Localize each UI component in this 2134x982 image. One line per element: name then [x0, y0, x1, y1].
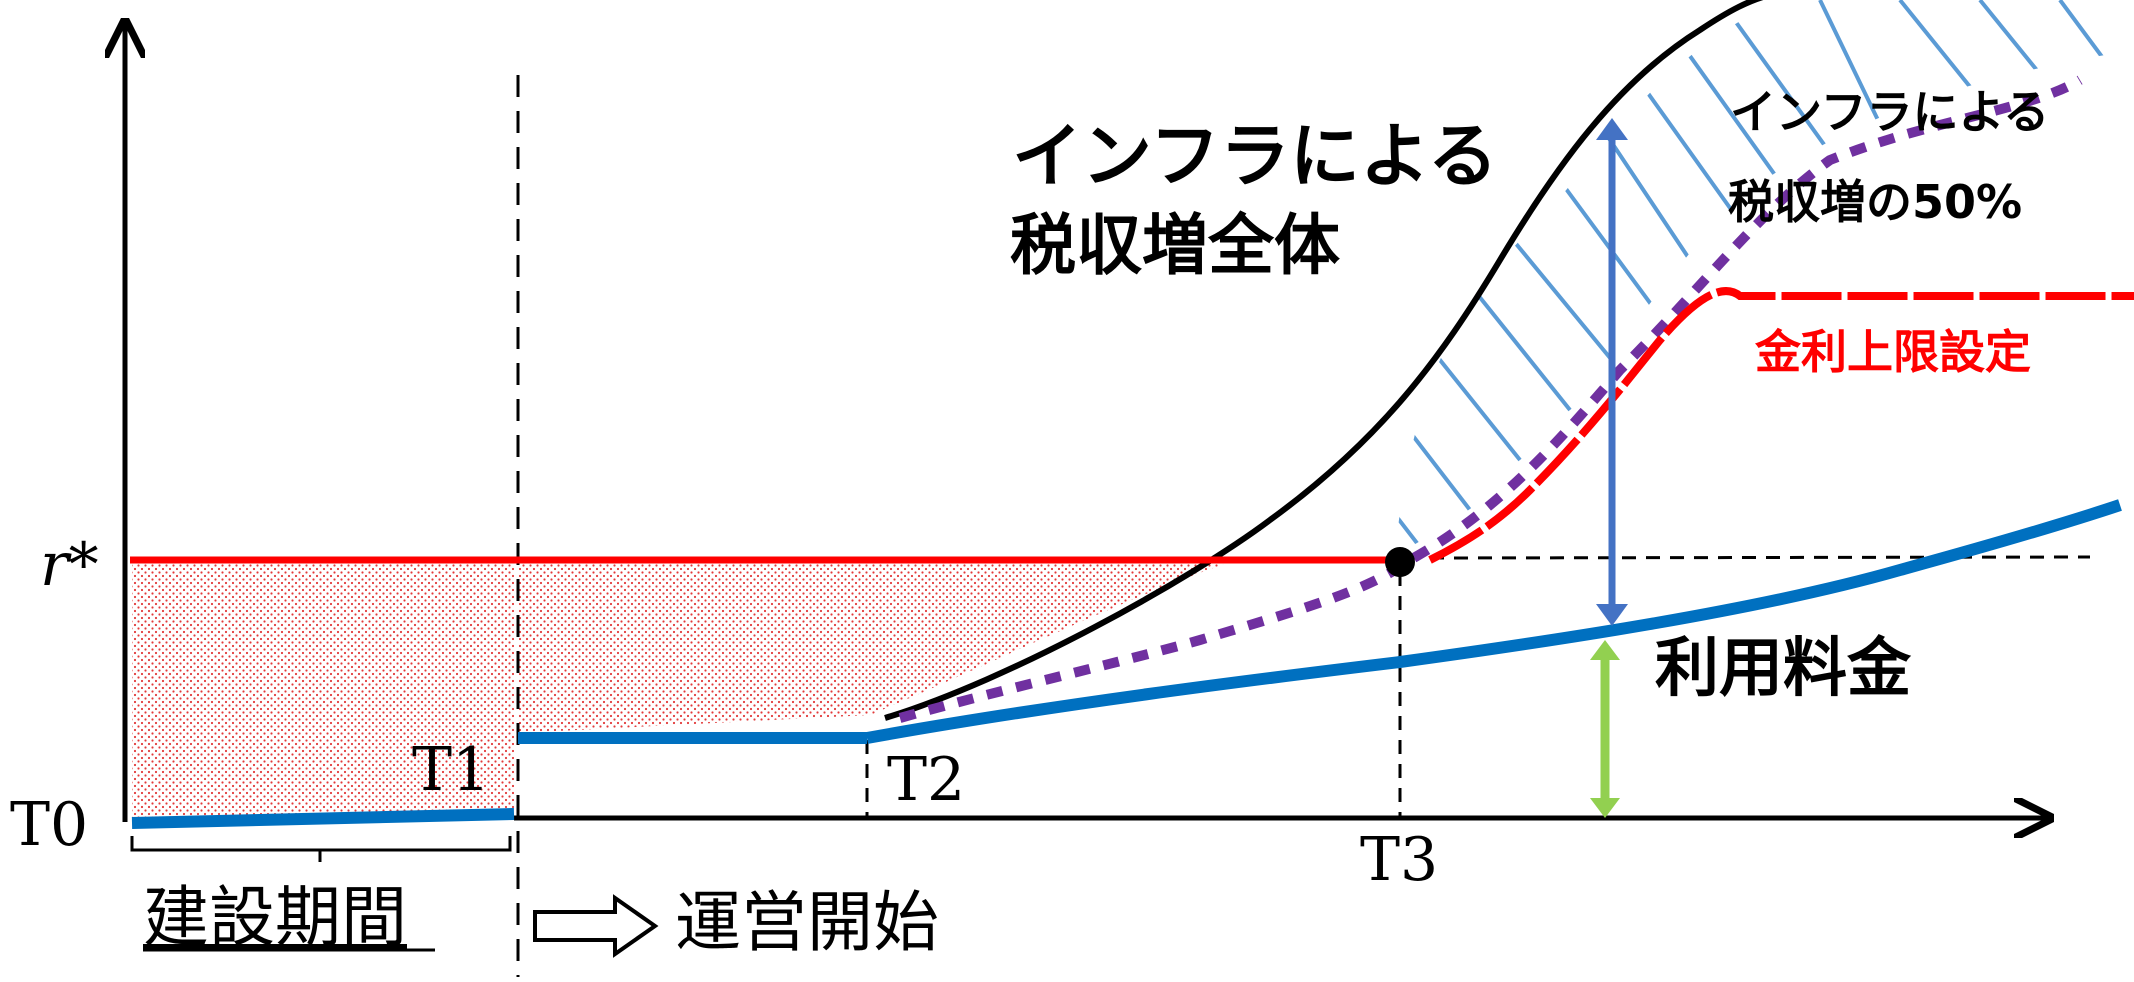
t3-point — [1385, 547, 1415, 577]
tax-increase-double-arrow — [1596, 118, 1628, 626]
operation-start-arrow — [533, 894, 659, 958]
r-star-label: r* — [40, 530, 99, 600]
t1-label: T1 — [412, 735, 490, 805]
t2-label: T2 — [887, 745, 965, 815]
usage-fee-curve — [865, 499, 2122, 744]
construction-period-label: 建設期間 — [143, 879, 407, 956]
subsidy-area-operation — [518, 562, 1230, 733]
usage-fee-label: 利用料金 — [1655, 632, 1912, 706]
half-tax-increase-curve — [898, 75, 2083, 723]
tax-increase-hatch — [1395, 0, 2134, 555]
total-tax-increase-label-line2: 税収増全体 — [1010, 207, 1340, 284]
usage-fee-double-arrow — [1590, 640, 1620, 818]
t3-label: T3 — [1360, 825, 1438, 895]
subsidy-area-construction — [132, 562, 514, 822]
total-tax-increase-label-line1: インフラによる — [1012, 115, 1498, 197]
half-tax-increase-label-line1: インフラによる — [1730, 85, 2049, 139]
interest-cap-curve — [1428, 287, 2134, 564]
r-star-extension-dashed — [1429, 555, 2091, 560]
t0-label: T0 — [10, 790, 88, 860]
operation-start-label: 運営開始 — [675, 884, 939, 961]
total-tax-increase-curve — [884, 0, 1764, 721]
interest-cap-label: 金利上限設定 — [1754, 325, 2031, 379]
usage-fee-construction — [131, 808, 515, 829]
half-tax-increase-label-line2: 税収増の50% — [1728, 175, 2022, 229]
construction-period-brace — [130, 836, 512, 862]
